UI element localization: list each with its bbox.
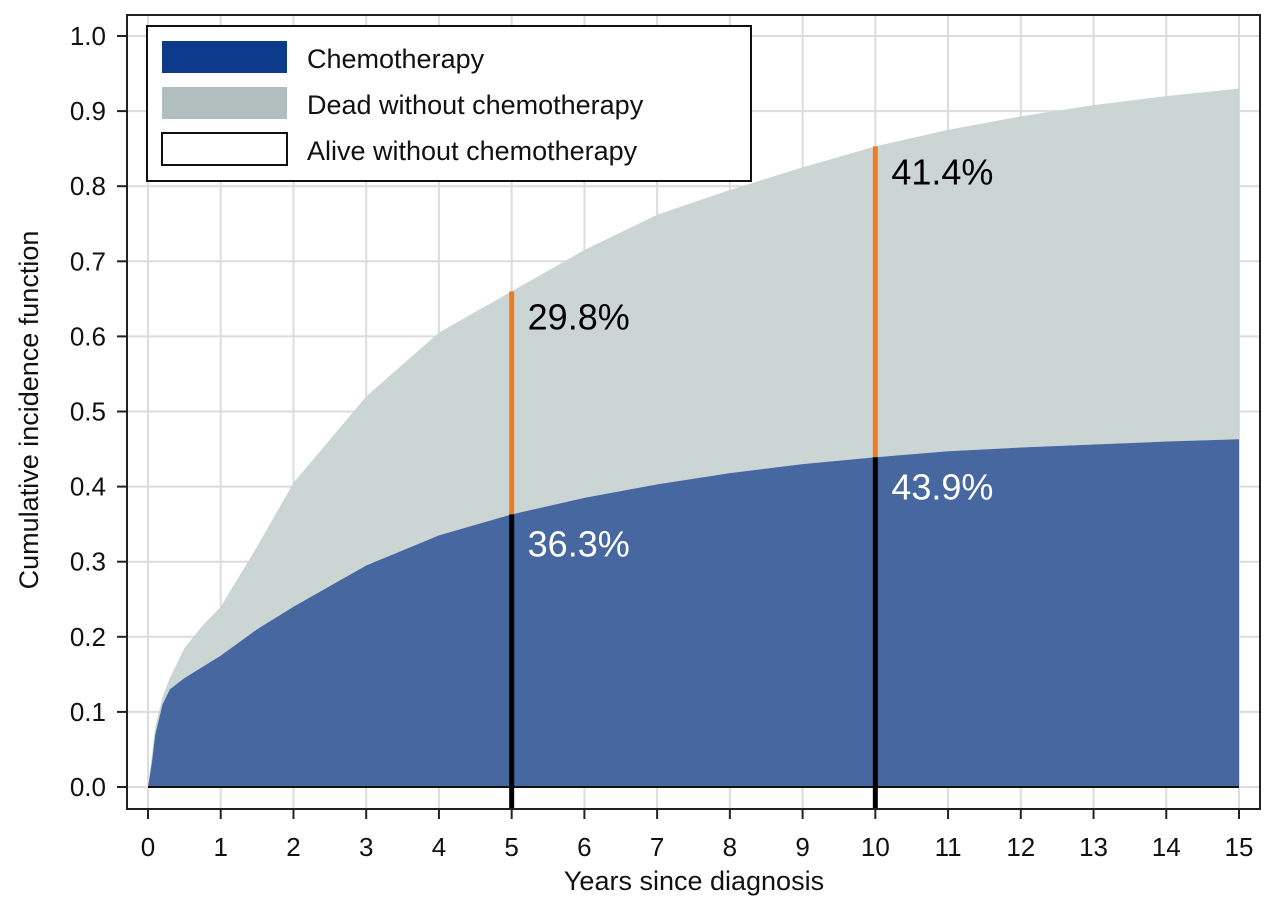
legend-label-alive-without-chemotherapy: Alive without chemotherapy xyxy=(307,136,638,166)
x-tick-label-0: 0 xyxy=(141,832,155,862)
legend: Chemotherapy Dead without chemotherapy A… xyxy=(146,25,752,182)
label-dead-year-10: 41.4% xyxy=(891,151,993,192)
label-chemo-year-10: 43.9% xyxy=(891,466,993,507)
x-tick-label-12: 12 xyxy=(1006,832,1035,862)
area-dead-without-chemotherapy xyxy=(148,88,1239,787)
legend-swatch-alive-without-chemotherapy xyxy=(161,132,288,166)
area-chemotherapy xyxy=(148,439,1239,787)
x-tick-label-7: 7 xyxy=(650,832,664,862)
y-axis-title: Cumulative incidence function xyxy=(14,231,44,590)
y-tick-label-0.9: 0.9 xyxy=(70,96,106,126)
y-tick-label-0.3: 0.3 xyxy=(70,547,106,577)
legend-label-dead-without-chemotherapy: Dead without chemotherapy xyxy=(307,90,644,120)
x-tick-label-8: 8 xyxy=(723,832,737,862)
stacked-areas xyxy=(148,88,1239,788)
x-tick-label-2: 2 xyxy=(286,832,300,862)
y-tick-label-0.2: 0.2 xyxy=(70,622,106,652)
x-tick-label-10: 10 xyxy=(861,832,890,862)
y-tick-label-0.5: 0.5 xyxy=(70,397,106,427)
y-tick-label-0.8: 0.8 xyxy=(70,171,106,201)
legend-swatch-chemotherapy xyxy=(162,41,287,73)
legend-label-chemotherapy: Chemotherapy xyxy=(307,44,485,74)
axes: 0 1 2 3 4 5 6 7 8 9 10 11 12 13 14 150.00.10.20.30.40.5… xyxy=(70,21,1254,862)
year-markers: 29.8% 36.3% 41.4% 43.9% xyxy=(509,146,993,809)
label-chemo-year-5: 36.3% xyxy=(528,523,630,564)
y-tick-label-0.0: 0.0 xyxy=(70,772,106,802)
y-tick-label-0.7: 0.7 xyxy=(70,246,106,276)
y-tick-label-0.1: 0.1 xyxy=(70,697,106,727)
x-tick-label-3: 3 xyxy=(359,832,373,862)
legend-swatch-dead-without-chemotherapy xyxy=(162,87,287,119)
x-tick-label-1: 1 xyxy=(213,832,227,862)
x-tick-label-4: 4 xyxy=(432,832,446,862)
x-tick-label-6: 6 xyxy=(577,832,591,862)
x-tick-label-13: 13 xyxy=(1079,832,1108,862)
y-tick-label-0.4: 0.4 xyxy=(70,472,106,502)
x-tick-label-5: 5 xyxy=(504,832,518,862)
label-dead-year-5: 29.8% xyxy=(528,296,630,337)
y-tick-label-0.6: 0.6 xyxy=(70,321,106,351)
x-axis-title: Years since diagnosis xyxy=(564,866,824,896)
x-tick-label-14: 14 xyxy=(1152,832,1181,862)
x-tick-label-15: 15 xyxy=(1225,832,1254,862)
x-tick-label-11: 11 xyxy=(935,832,962,862)
y-tick-label-1.0: 1.0 xyxy=(70,21,106,51)
x-tick-label-9: 9 xyxy=(795,832,809,862)
